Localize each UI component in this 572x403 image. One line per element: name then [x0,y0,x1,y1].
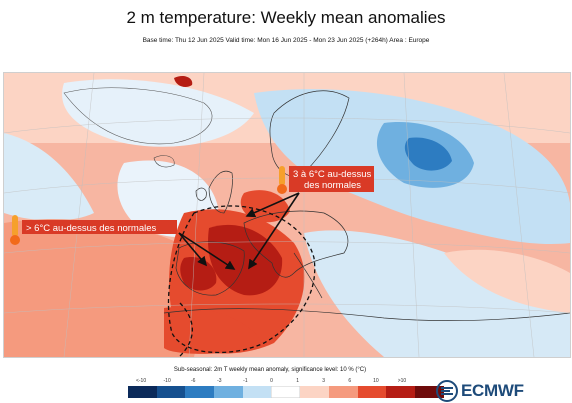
iceland-outline [153,155,175,168]
north-africa-heat [164,307,259,354]
chart-subtitle: Base time: Thu 12 Jun 2025 Valid time: M… [142,37,430,44]
legend-swatch [214,386,243,398]
anomaly-map: > 6°C au-dessus des normales 3 à 6°C au-… [3,72,571,358]
color-legend [128,386,444,398]
legend-swatch [300,386,329,398]
east-arrow-2 [248,192,300,270]
atlantic-warm-field [4,219,201,357]
legend-swatch [386,386,415,398]
legend-swatch [128,386,157,398]
legend-tick-label: 6 [348,378,352,384]
legend-swatch [185,386,215,398]
east-label-line1: 3 à 6°C au-dessus [293,169,372,180]
iberia-outline [175,241,245,296]
west-label: > 6°C au-dessus des normales [26,223,157,234]
legend-tick-label: -3 [217,378,222,384]
legend-swatch [271,386,301,398]
europe-map-svg: > 6°C au-dessus des normales 3 à 6°C au-… [4,73,570,357]
black-sea-warm-field [444,249,570,313]
logo-text: ECMWF [461,381,524,400]
central-europe-outline [243,210,349,278]
legend-ticks: <-10 -10 -6 -3 -1 0 1 3 6 10 >10 [128,378,415,386]
west-label-box [22,220,177,234]
graticule [4,73,570,357]
southeast-cool-field [304,230,570,357]
legend-tick-label: 3 [322,378,326,384]
chart-title: 2 m temperature: Weekly mean anomalies [126,8,446,27]
iberia-heat-core [180,257,217,291]
west-arrow-2 [178,232,236,270]
legend-tick-label: <-10 [135,378,147,384]
atlantic-cool-field [4,133,94,221]
legend-tick-label: 10 [373,378,379,384]
ecmwf-logo: ECMWF [436,380,524,402]
greenland-outline [63,87,213,145]
russia-cold-center [404,137,452,171]
north-africa-coast [163,308,570,322]
legend-swatch [156,386,186,398]
italy-outline [293,252,323,299]
legend-tick-label: -10 [163,378,171,384]
west-arrow-1 [178,232,208,267]
legend-caption: Sub-seasonal: 2m T weekly mean anomaly, … [173,367,367,373]
thermometer-hot-icon [10,215,20,245]
legend-swatch [242,386,272,398]
legend-tick-label: -1 [243,378,248,384]
arctic-hotspot [174,75,193,87]
significance-contour-south [178,302,193,357]
legend-tick-label: 1 [296,378,299,384]
ecmwf-logo-icon [436,380,458,402]
significance-contour-west [167,205,316,354]
legend-tick-label: 0 [270,378,273,384]
legend-swatch [357,386,387,398]
british-isles-outline [208,170,233,214]
east-arrow-1 [245,192,300,218]
thermometer-warm-icon [277,166,287,194]
legend-swatch [328,386,358,398]
legend-tick-label: -6 [190,378,196,384]
legend-tick-label: >10 [397,378,407,384]
east-label-box [289,166,374,192]
east-label-line2: des normales [304,180,361,191]
greenland-field [62,79,255,147]
france-heat-core [208,224,283,296]
